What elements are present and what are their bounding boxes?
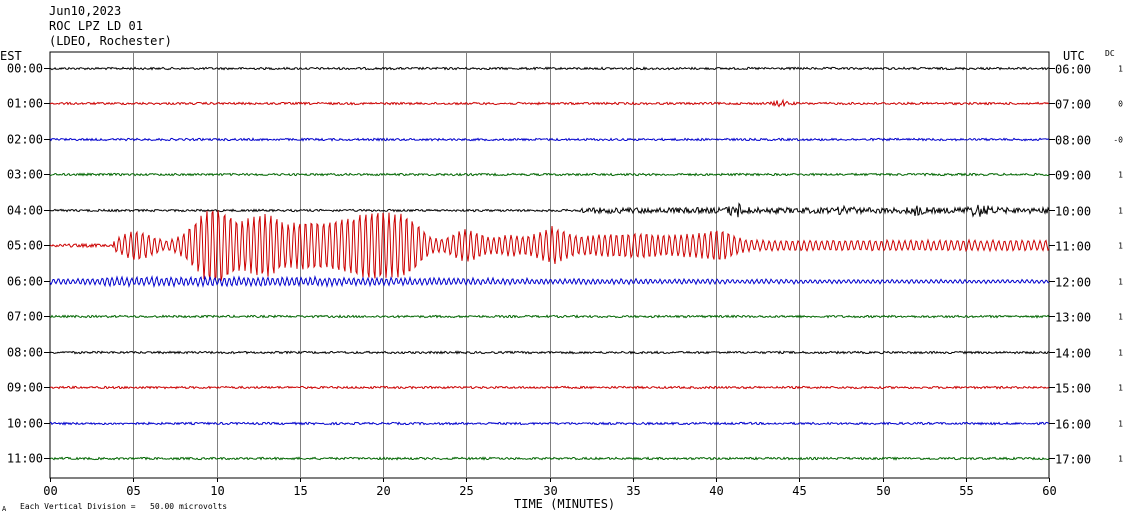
est-time-label: 07:00: [7, 310, 43, 324]
x-tick-label: 20: [376, 484, 390, 498]
utc-time-label: 08:00: [1055, 134, 1091, 148]
dc-offset-label: -0: [1113, 136, 1123, 145]
dc-offset-label: 0: [1118, 100, 1123, 109]
trace-0500: [49, 210, 1050, 282]
utc-time-label: 12:00: [1055, 276, 1091, 290]
trace-1000: [49, 421, 1050, 426]
utc-time-label: 14:00: [1055, 347, 1091, 361]
network-label: (LDEO, Rochester): [49, 34, 172, 48]
dc-offset-label: 1: [1118, 420, 1123, 429]
dc-offset-label: 1: [1118, 278, 1123, 287]
x-tick-label: 15: [293, 484, 307, 498]
utc-time-label: 10:00: [1055, 205, 1091, 219]
trace-0300: [50, 172, 1050, 177]
plot-frame: [49, 51, 1050, 479]
trace-0700: [49, 314, 1050, 319]
est-time-label: 03:00: [7, 168, 43, 182]
est-time-label: 04:00: [7, 204, 43, 218]
est-time-label: 11:00: [7, 452, 43, 466]
utc-time-label: 11:00: [1055, 240, 1091, 254]
x-tick-label: 40: [709, 484, 723, 498]
est-time-label: 08:00: [7, 346, 43, 360]
est-time-label: 10:00: [7, 417, 43, 431]
station-label: ROC LPZ LD 01: [49, 19, 143, 33]
trace-1100: [49, 456, 1050, 461]
dc-offset-label: 1: [1118, 384, 1123, 393]
dc-offset-label: 1: [1118, 65, 1123, 74]
corner-mark: A: [2, 505, 7, 513]
scale-note: Each Vertical Division = 50.00 microvolt…: [20, 502, 228, 511]
date-label: Jun10,2023: [49, 4, 122, 18]
est-time-label: 05:00: [7, 239, 43, 253]
utc-time-label: 15:00: [1055, 382, 1091, 396]
est-time-label: 06:00: [7, 275, 43, 289]
trace-0200: [49, 137, 1050, 142]
est-axis-title: EST: [0, 49, 22, 63]
dc-offset-label: 1: [1118, 207, 1123, 216]
x-tick-label: 50: [876, 484, 890, 498]
utc-time-label: 16:00: [1055, 418, 1091, 432]
x-tick-label: 45: [792, 484, 806, 498]
trace-0800: [49, 350, 1050, 355]
utc-time-label: 13:00: [1055, 311, 1091, 325]
est-time-label: 02:00: [7, 133, 43, 147]
utc-time-label: 09:00: [1055, 169, 1091, 183]
dc-title: DC: [1105, 49, 1115, 58]
trace-0600: [49, 275, 1050, 289]
trace-0000: [49, 66, 1050, 71]
x-tick-label: 25: [459, 484, 473, 498]
utc-axis-title: UTC: [1063, 49, 1085, 63]
x-axis-title: TIME (MINUTES): [514, 497, 616, 511]
x-tick-label: 00: [43, 484, 57, 498]
trace-0400: [49, 202, 1050, 218]
est-time-label: 01:00: [7, 97, 43, 111]
dc-offset-label: 1: [1118, 455, 1123, 464]
dc-offset-label: 1: [1118, 171, 1123, 180]
x-tick-label: 05: [126, 484, 140, 498]
dc-offset-label: 1: [1118, 242, 1123, 251]
x-tick-label: 30: [543, 484, 557, 498]
dc-offset-label: 1: [1118, 349, 1123, 358]
dc-offset-label: 1: [1118, 313, 1123, 322]
x-tick-label: 55: [959, 484, 973, 498]
x-tick-label: 10: [210, 484, 224, 498]
trace-0100: [50, 98, 1050, 108]
est-time-label: 00:00: [7, 62, 43, 76]
est-time-label: 09:00: [7, 381, 43, 395]
utc-time-label: 07:00: [1055, 98, 1091, 112]
utc-time-label: 17:00: [1055, 453, 1091, 467]
x-tick-label: 35: [626, 484, 640, 498]
x-tick-label: 60: [1042, 484, 1056, 498]
utc-time-label: 06:00: [1055, 63, 1091, 77]
trace-0900: [49, 385, 1050, 390]
